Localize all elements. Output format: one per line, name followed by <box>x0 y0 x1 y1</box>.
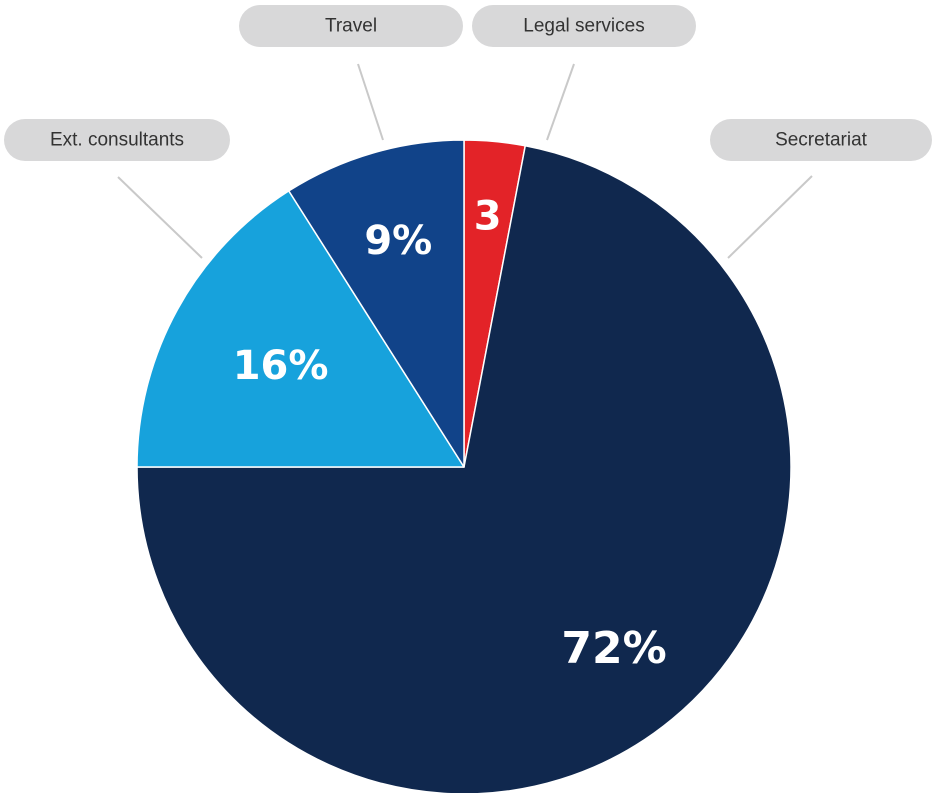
pie-slice-ext-consultants <box>136 190 465 468</box>
category-pill-legal-services <box>472 5 696 47</box>
leader-line-ext-consultants <box>117 176 203 259</box>
value-label-ext-consultants: 16% <box>233 343 329 389</box>
leader-line-secretariat <box>727 175 813 259</box>
category-label-travel: Travel <box>239 5 463 47</box>
pie-slice-travel <box>288 139 465 468</box>
category-labels: Legal services Secretariat Ext. consultant… <box>4 5 932 161</box>
category-label-ext-consultants: Ext. consultants <box>4 119 230 161</box>
category-label-text-travel: Travel <box>325 16 377 37</box>
leader-line-legal-services <box>546 63 575 141</box>
category-label-text-legal-services: Legal services <box>523 16 644 37</box>
category-label-text-ext-consultants: Ext. consultants <box>50 130 184 151</box>
leader-lines <box>117 63 813 259</box>
category-pill-ext-consultants <box>4 119 230 161</box>
leader-line-travel <box>357 63 384 141</box>
category-pill-travel <box>239 5 463 47</box>
category-pill-secretariat <box>710 119 932 161</box>
value-label-legal-services: 3 <box>474 193 502 239</box>
pie-slices <box>136 139 792 793</box>
category-label-secretariat: Secretariat <box>710 119 932 161</box>
value-label-travel: 9% <box>364 218 432 264</box>
value-label-secretariat: 72% <box>561 623 666 674</box>
category-label-text-secretariat: Secretariat <box>775 130 868 151</box>
pie-slice-secretariat <box>136 145 792 793</box>
category-label-legal-services: Legal services <box>472 5 696 47</box>
value-labels: 3 72% 16% 9% <box>233 193 667 674</box>
